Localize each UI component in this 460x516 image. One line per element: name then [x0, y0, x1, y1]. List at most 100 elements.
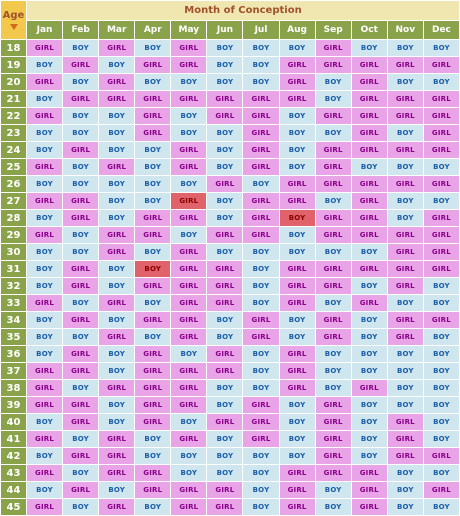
boy-cell: BOY — [315, 244, 351, 260]
girl-cell: GIRL — [351, 227, 387, 243]
boy-cell: BOY — [351, 414, 387, 430]
girl-cell: GIRL — [243, 91, 279, 107]
girl-cell: GIRL — [207, 414, 243, 430]
table-row: 22 GIRL BOY BOY GIRL BOY GIRL GIRL BOY GIRL GIRL GI… — [1, 108, 459, 124]
girl-cell: GIRL — [387, 329, 423, 345]
boy-cell: BOY — [387, 482, 423, 498]
girl-cell: GIRL — [351, 91, 387, 107]
age-cell: 19 — [1, 57, 26, 73]
girl-cell: GIRL — [171, 329, 207, 345]
boy-cell: BOY — [207, 380, 243, 396]
girl-cell: GIRL — [315, 261, 351, 277]
girl-cell: GIRL — [171, 431, 207, 447]
girl-cell: GIRL — [171, 244, 207, 260]
boy-cell: BOY — [135, 431, 171, 447]
age-cell: 40 — [1, 414, 26, 430]
girl-cell: GIRL — [315, 159, 351, 175]
girl-cell: GIRL — [63, 363, 99, 379]
girl-cell: GIRL — [423, 125, 459, 141]
boy-cell: BOY — [207, 125, 243, 141]
girl-cell: GIRL — [315, 40, 351, 56]
girl-cell: GIRL — [423, 176, 459, 192]
girl-cell: GIRL — [279, 363, 315, 379]
table-row: 42 BOY GIRL GIRL BOY BOY BOY BOY BOY GIRL BOY GIRL G… — [1, 448, 459, 464]
girl-cell: GIRL — [207, 499, 243, 515]
girl-cell: GIRL — [243, 108, 279, 124]
boy-cell: BOY — [207, 397, 243, 413]
girl-cell: GIRL — [351, 482, 387, 498]
month-header-may: May — [171, 21, 207, 39]
boy-cell: BOY — [171, 108, 207, 124]
girl-cell: GIRL — [423, 57, 459, 73]
girl-cell: GIRL — [387, 261, 423, 277]
girl-cell: GIRL — [387, 227, 423, 243]
boy-cell: BOY — [171, 465, 207, 481]
girl-cell: GIRL — [135, 108, 171, 124]
girl-cell: GIRL — [171, 363, 207, 379]
boy-cell: BOY — [279, 414, 315, 430]
boy-cell: BOY — [315, 363, 351, 379]
girl-cell: GIRL — [99, 227, 135, 243]
girl-cell: GIRL — [171, 159, 207, 175]
boy-cell: BOY — [423, 499, 459, 515]
girl-cell: GIRL — [351, 380, 387, 396]
girl-cell: GIRL — [315, 312, 351, 328]
age-header[interactable]: Age — [1, 1, 26, 39]
girl-cell: GIRL — [279, 91, 315, 107]
boy-cell: BOY — [207, 142, 243, 158]
boy-cell: BOY — [279, 142, 315, 158]
girl-cell: GIRL — [63, 142, 99, 158]
boy-cell: BOY — [27, 57, 63, 73]
boy-cell: BOY — [243, 244, 279, 260]
boy-cell: BOY — [315, 125, 351, 141]
boy-cell: BOY — [387, 193, 423, 209]
boy-cell: BOY — [99, 363, 135, 379]
girl-cell: GIRL — [27, 499, 63, 515]
girl-cell: GIRL — [315, 210, 351, 226]
girl-cell: GIRL — [279, 278, 315, 294]
boy-cell: BOY — [99, 210, 135, 226]
girl-cell: GIRL — [351, 125, 387, 141]
girl-cell: GIRL — [171, 40, 207, 56]
boy-cell: BOY — [279, 448, 315, 464]
age-cell: 22 — [1, 108, 26, 124]
girl-cell: GIRL — [99, 159, 135, 175]
girl-cell: GIRL — [135, 482, 171, 498]
boy-cell: BOY — [351, 363, 387, 379]
boy-cell: BOY — [27, 125, 63, 141]
month-header-row: Jan Feb Mar Apr May Jun Jul Aug Sep Oct Nov Dec — [1, 21, 459, 39]
girl-cell: GIRL — [63, 414, 99, 430]
girl-cell: GIRL — [27, 363, 63, 379]
girl-cell: GIRL — [171, 142, 207, 158]
boy-cell: BOY — [315, 499, 351, 515]
boy-cell: BOY — [387, 40, 423, 56]
sort-down-icon[interactable] — [9, 24, 18, 30]
table-row: 39 GIRL GIRL BOY GIRL GIRL BOY GIRL BOY GIRL BOY BO… — [1, 397, 459, 413]
table-row: 36 BOY GIRL BOY GIRL BOY GIRL BOY GIRL BOY BOY BOY B… — [1, 346, 459, 362]
girl-cell: GIRL — [27, 380, 63, 396]
boy-cell: BOY — [171, 414, 207, 430]
boy-cell: BOY — [207, 210, 243, 226]
boy-cell: BOY — [387, 363, 423, 379]
girl-cell: GIRL — [279, 57, 315, 73]
girl-cell: GIRL — [207, 261, 243, 277]
table-row: 18 GIRL BOY GIRL BOY GIRL BOY BOY BOY GIRL BOY BOY B… — [1, 40, 459, 56]
boy-cell: BOY — [423, 380, 459, 396]
boy-cell: BOY — [207, 244, 243, 260]
girl-cell: GIRL — [207, 176, 243, 192]
girl-cell: GIRL — [207, 278, 243, 294]
boy-cell: BOY — [99, 57, 135, 73]
girl-cell: GIRL — [423, 227, 459, 243]
boy-cell: BOY — [279, 159, 315, 175]
boy-cell: BOY — [27, 91, 63, 107]
girl-cell: GIRL — [387, 414, 423, 430]
boy-cell: BOY — [243, 499, 279, 515]
table-row: 35 BOY BOY GIRL BOY GIRL BOY GIRL BOY GIRL BOY GIRL… — [1, 329, 459, 345]
table-row: 24 BOY GIRL BOY BOY GIRL BOY GIRL BOY GIRL GIRL GIR… — [1, 142, 459, 158]
age-cell: 41 — [1, 431, 26, 447]
girl-cell: GIRL — [315, 176, 351, 192]
girl-cell: GIRL — [63, 261, 99, 277]
boy-cell: BOY — [351, 312, 387, 328]
girl-cell: GIRL — [63, 346, 99, 362]
boy-cell: BOY — [351, 397, 387, 413]
